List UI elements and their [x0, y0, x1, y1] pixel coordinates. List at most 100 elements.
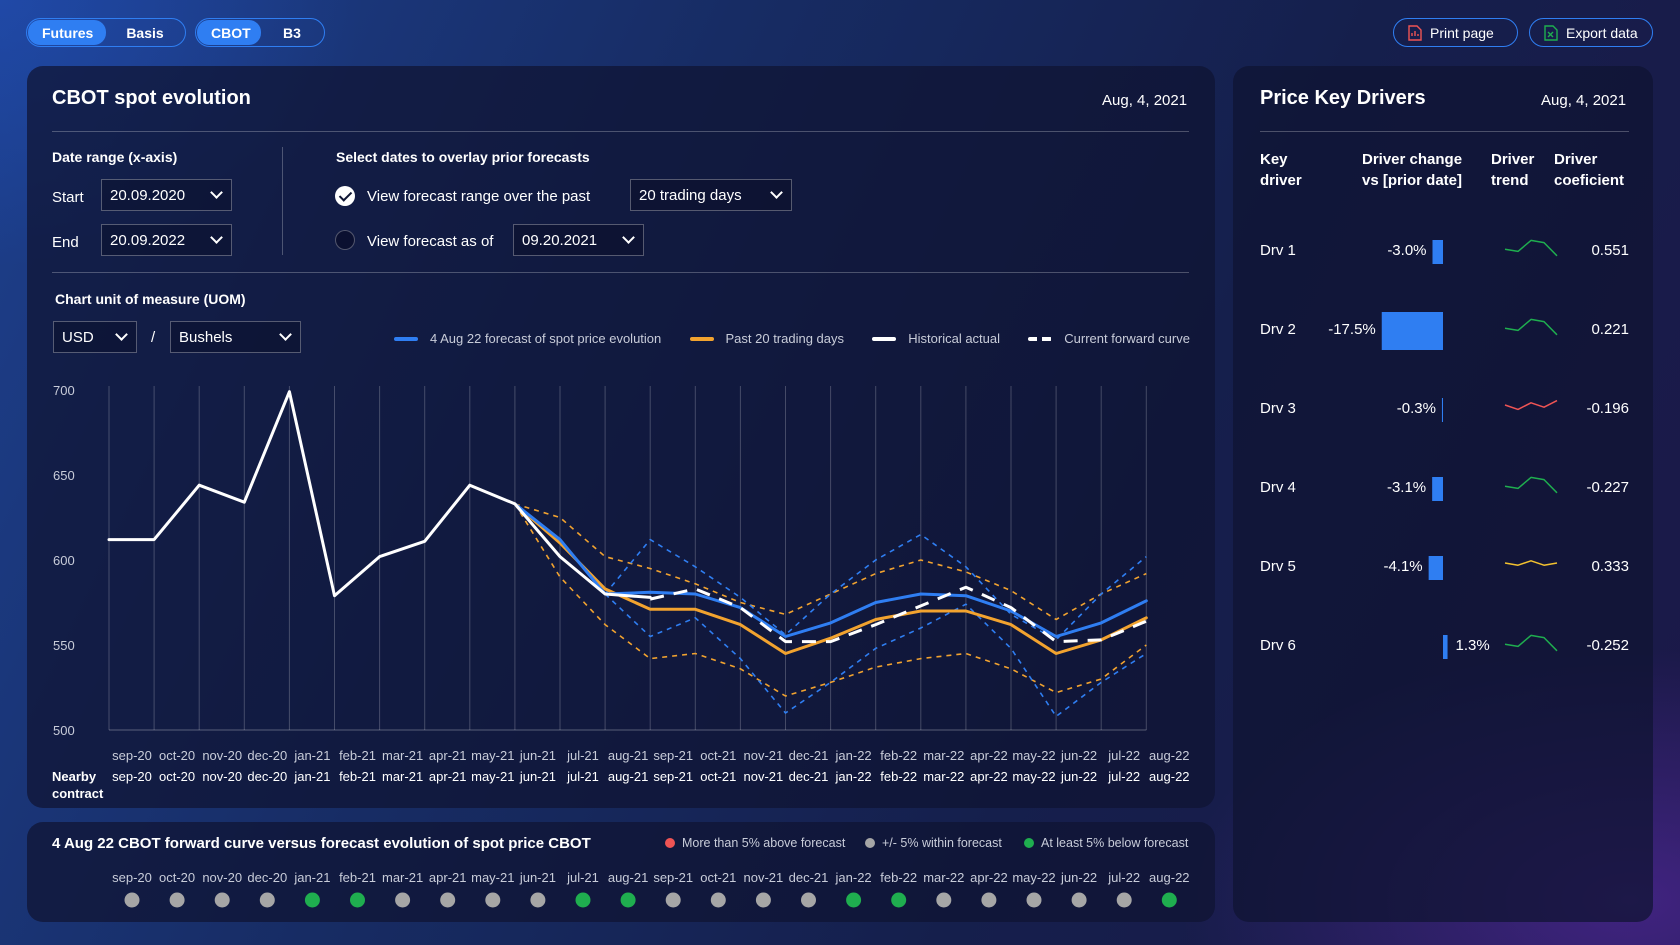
basis-tab[interactable]: Basis	[106, 20, 184, 45]
start-date-select[interactable]: 20.09.2020	[101, 179, 232, 211]
nearby-contract-label: jan-22	[835, 769, 872, 784]
x-tick-label: dec-20	[247, 748, 287, 763]
status-month-label: mar-22	[923, 870, 964, 885]
y-tick-label: 700	[53, 383, 75, 398]
b3-tab[interactable]: B3	[261, 20, 323, 45]
status-dot	[1161, 892, 1177, 908]
driver-change-bar	[1432, 477, 1443, 501]
nearby-contract-label: jul-22	[1107, 769, 1140, 784]
end-date-select[interactable]: 20.09.2022	[101, 224, 232, 256]
status-dot	[1024, 838, 1034, 848]
main-date: Aug, 4, 2021	[1102, 92, 1188, 109]
status-month-label: mar-21	[382, 870, 423, 885]
x-tick-label: feb-21	[339, 748, 376, 763]
driver-change-bar	[1443, 635, 1448, 659]
status-dot	[304, 892, 320, 908]
y-tick-label: 600	[53, 553, 75, 568]
legend-swatch	[1028, 336, 1053, 341]
status-legend-below: At least 5% below forecast	[1024, 836, 1188, 850]
driver-header: Key driver	[1260, 151, 1302, 189]
legend-item: Historical actual	[872, 331, 1000, 346]
driver-trend-sparkline	[1504, 476, 1558, 494]
status-month-label: sep-21	[653, 870, 693, 885]
export-data-button[interactable]: Export data	[1529, 18, 1653, 47]
status-dot	[214, 892, 230, 908]
divider	[52, 131, 1189, 132]
nearby-contract-label: oct-20	[159, 769, 195, 784]
status-month-label: jan-21	[293, 870, 330, 885]
legend-item: Past 20 trading days	[689, 331, 844, 346]
x-tick-label: oct-21	[700, 748, 736, 763]
status-month-label: dec-20	[247, 870, 287, 885]
driver-trend-sparkline	[1504, 634, 1558, 652]
status-dot	[530, 892, 546, 908]
futures-basis-toggle: Futures Basis	[26, 18, 186, 47]
status-month-label: feb-21	[339, 870, 376, 885]
forecast-range-checkbox[interactable]	[335, 186, 355, 206]
status-dot	[169, 892, 185, 908]
chart-legend: 4 Aug 22 forecast of spot price evolutio…	[394, 331, 1190, 346]
nearby-contract-label: dec-21	[789, 769, 829, 784]
status-month-label: jul-21	[566, 870, 599, 885]
status-dot	[936, 892, 952, 908]
nearby-contract-title: Nearby	[52, 769, 97, 784]
driver-trend-sparkline	[1504, 399, 1558, 411]
drivers-date: Aug, 4, 2021	[1541, 92, 1627, 109]
x-tick-label: jun-22	[1060, 748, 1097, 763]
nearby-contract-label: dec-20	[247, 769, 287, 784]
cbot-tab[interactable]: CBOT	[197, 20, 261, 45]
nearby-contract-label: feb-22	[880, 769, 917, 784]
page-title: CBOT spot evolution	[52, 87, 251, 109]
driver-name: Drv 1	[1260, 242, 1296, 259]
print-page-button[interactable]: Print page	[1393, 18, 1518, 47]
status-month-label: aug-21	[608, 870, 648, 885]
status-month-label: oct-21	[700, 870, 736, 885]
nearby-contract-label: jan-21	[293, 769, 330, 784]
status-dot	[124, 892, 140, 908]
x-tick-label: jul-22	[1107, 748, 1140, 763]
status-dot	[891, 892, 907, 908]
unit-value: Bushels	[179, 328, 233, 346]
forecast-date-select[interactable]: 09.20.2021	[513, 224, 644, 256]
x-tick-label: mar-22	[923, 748, 964, 763]
status-dot	[1071, 892, 1087, 908]
x-tick-label: may-22	[1012, 748, 1055, 763]
driver-coefficient: -0.227	[1586, 479, 1629, 496]
x-tick-label: sep-20	[112, 748, 152, 763]
driver-change-bar	[1441, 398, 1443, 422]
status-month-label: aug-22	[1149, 870, 1189, 885]
currency-select[interactable]: USD	[53, 321, 137, 353]
x-tick-label: aug-22	[1149, 748, 1189, 763]
nearby-contract-label: jun-22	[1060, 769, 1097, 784]
x-tick-label: feb-22	[880, 748, 917, 763]
status-month-label: apr-22	[970, 870, 1008, 885]
status-month-label: nov-20	[202, 870, 242, 885]
status-dot	[575, 892, 591, 908]
nearby-contract-label: aug-21	[608, 769, 648, 784]
divider	[282, 147, 283, 255]
forecast-date-value: 09.20.2021	[522, 231, 598, 249]
forecast-range-label: View forecast range over the past	[367, 188, 591, 205]
date-range-label: Date range (x-axis)	[52, 149, 178, 165]
nearby-contract-label: sep-21	[653, 769, 693, 784]
trading-days-select[interactable]: 20 trading days	[630, 179, 792, 211]
status-month-label: nov-21	[744, 870, 784, 885]
x-tick-label: sep-21	[653, 748, 693, 763]
uom-separator: /	[151, 329, 156, 346]
driver-coefficient: 0.551	[1591, 242, 1629, 259]
series-line	[604, 533, 1147, 641]
driver-coefficient: 0.333	[1591, 558, 1629, 575]
divider	[52, 272, 1189, 273]
nearby-contract-label: sep-20	[112, 769, 152, 784]
futures-tab[interactable]: Futures	[28, 20, 106, 45]
unit-select[interactable]: Bushels	[170, 321, 301, 353]
forecast-as-of-radio[interactable]	[335, 230, 355, 250]
driver-name: Drv 5	[1260, 558, 1296, 575]
start-label: Start	[52, 189, 84, 206]
nearby-contract-label: apr-22	[970, 769, 1008, 784]
driver-change-bar	[1428, 556, 1443, 580]
legend-item: Current forward curve	[1028, 331, 1190, 346]
driver-change-value: 1.3%	[1456, 637, 1490, 654]
